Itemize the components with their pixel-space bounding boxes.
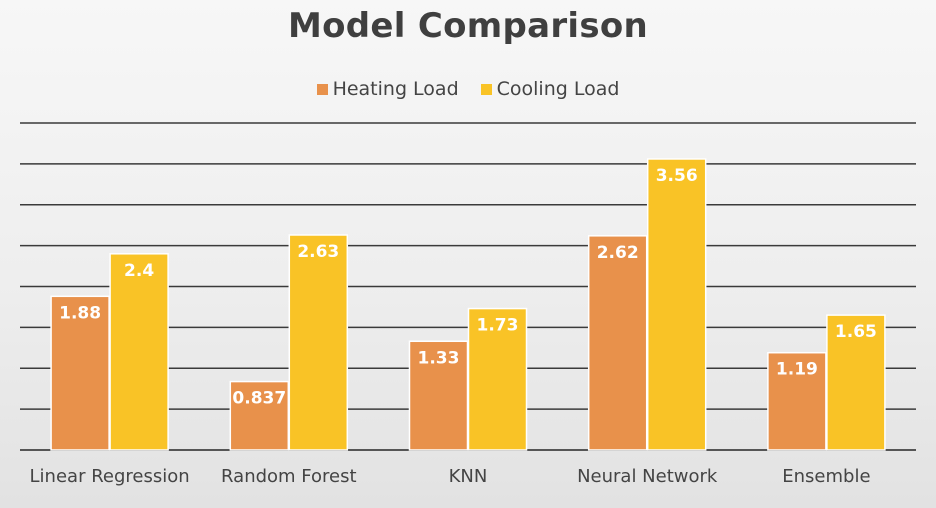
- data-label-heating-load-ensemble: 1.19: [776, 360, 818, 380]
- data-label-cooling-load-linear-regression: 2.4: [124, 261, 154, 281]
- legend-swatch-heating-load: [316, 83, 328, 95]
- data-label-cooling-load-knn: 1.73: [477, 316, 519, 336]
- data-label-cooling-load-random-forest: 2.63: [297, 242, 339, 262]
- x-axis-tick-labels: Linear Regression Random Forest KNN Neural …: [30, 466, 871, 487]
- x-tick-label-random-forest: Random Forest: [221, 466, 356, 487]
- chart-title: Model Comparison: [287, 6, 649, 46]
- legend-item-cooling-load: Cooling Load: [480, 78, 620, 100]
- bar-heating-load-neural-network: [587, 235, 648, 451]
- legend-swatch-cooling-load: [480, 83, 492, 95]
- bar-heating-load-random-forest: [229, 380, 290, 451]
- x-tick-label-knn: KNN: [449, 466, 488, 487]
- bars: [50, 158, 886, 451]
- data-label-cooling-load-neural-network: 3.56: [656, 166, 698, 186]
- bar-cooling-load-knn: [467, 307, 528, 451]
- data-label-heating-load-knn: 1.33: [418, 348, 460, 368]
- legend: Heating Load Cooling Load: [0, 78, 936, 100]
- bar-heating-load-ensemble: [767, 351, 827, 451]
- data-label-cooling-load-ensemble: 1.65: [835, 322, 877, 342]
- bar-cooling-load-random-forest: [288, 234, 349, 451]
- bar-cooling-load-linear-regression: [109, 253, 169, 451]
- legend-item-heating-load: Heating Load: [316, 78, 459, 100]
- data-label-heating-load-neural-network: 2.62: [597, 243, 639, 263]
- bar-heating-load-linear-regression: [50, 295, 110, 451]
- data-labels: 1.88 2.4 0.837 2.63 1.33 1.73 2.62 3.56 1.19 1.65: [59, 166, 877, 409]
- bar-cooling-load-ensemble: [826, 314, 886, 451]
- x-tick-label-neural-network: Neural Network: [577, 466, 718, 487]
- bar-cooling-load-neural-network: [646, 158, 707, 451]
- legend-label-cooling-load: Cooling Load: [496, 78, 620, 100]
- x-tick-label-linear-regression: Linear Regression: [30, 466, 190, 487]
- data-label-heating-load-linear-regression: 1.88: [59, 303, 101, 323]
- x-tick-label-ensemble: Ensemble: [782, 466, 870, 487]
- bar-heating-load-knn: [408, 340, 469, 451]
- data-label-heating-load-random-forest: 0.837: [232, 389, 286, 409]
- legend-label-heating-load: Heating Load: [332, 78, 459, 100]
